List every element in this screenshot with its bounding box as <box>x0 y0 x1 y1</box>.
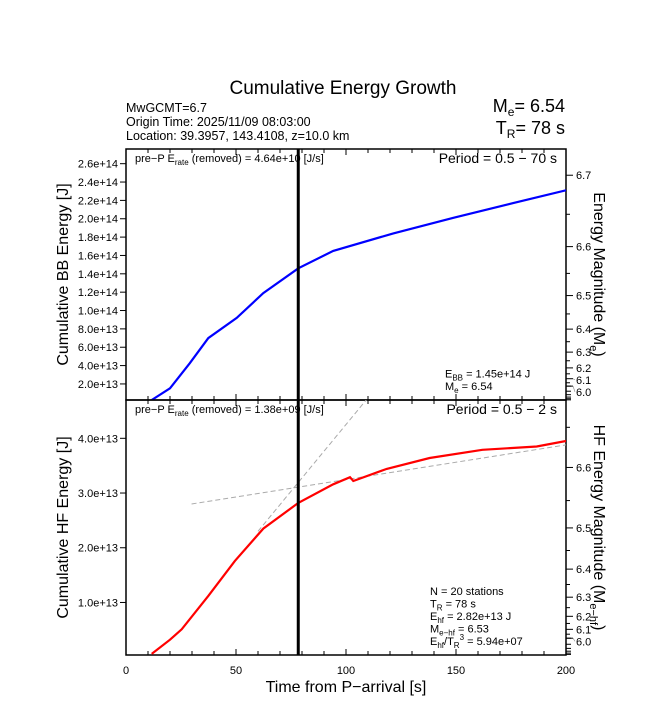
y-tick-label: 1.2e+14 <box>78 287 118 299</box>
y-tick-label: 2.6e+14 <box>78 159 118 171</box>
y-tick-label: 1.4e+14 <box>78 269 118 281</box>
y2-tick-label: 6.3 <box>576 347 591 359</box>
y2-tick-label: 6.1 <box>576 375 591 387</box>
fit-line <box>257 400 367 532</box>
x-tick-label: 50 <box>230 665 242 677</box>
x-tick-label: 100 <box>337 665 355 677</box>
y-tick-label: 4.0e+13 <box>78 361 118 373</box>
mw-text: MwGCMT=6.7 <box>126 101 207 115</box>
plot-frame <box>125 148 567 401</box>
y-tick-label: 2.0e+13 <box>78 543 118 555</box>
period-label: Period = 0.5 − 2 s <box>446 401 557 417</box>
y-axis-label: Cumulative HF Energy [J] <box>55 436 72 618</box>
y-tick-label: 4.0e+13 <box>78 433 118 445</box>
pre-p-rate-annotation: pre−P Erate (removed) = 4.64e+10 [J/s] <box>135 153 324 167</box>
stats-line: Ehf/TR3 = 5.94e+07 <box>430 633 523 650</box>
stats-line: Me = 6.54 <box>445 381 493 395</box>
y2-tick-label: 6.1 <box>576 624 591 636</box>
location-text: Location: 39.3957, 143.4108, z=10.0 km <box>126 129 349 143</box>
y-tick-label: 6.0e+13 <box>78 342 118 354</box>
y2-axis-label: HF Energy Magnitude (Me−hf) <box>587 425 607 631</box>
plot-area <box>151 400 566 655</box>
panel-broadband: 2.0e+13 4.0e+13 6.0e+13 8.0e+13 1.0e+14 1.2e+… <box>55 148 607 401</box>
y2-label-leader <box>572 638 576 642</box>
y2-tick-label: 6.2 <box>576 611 591 623</box>
y2-tick-label: 6.3 <box>576 592 591 604</box>
y2-tick-label: 6.0 <box>576 636 591 648</box>
y-tick-label: 1.0e+13 <box>78 597 118 609</box>
y2-label-leader <box>572 386 576 392</box>
stats-line: N = 20 stations <box>430 586 504 598</box>
y2-tick-label: 6.4 <box>576 324 591 336</box>
stats-line: Me−hf = 6.53 <box>430 624 489 638</box>
y2-tick-label: 6.6 <box>576 462 591 474</box>
y-tick-label: 8.0e+13 <box>78 324 118 336</box>
y2-tick-label: 6.0 <box>576 387 591 399</box>
stats-line: Ehf = 2.82e+13 J <box>430 611 511 625</box>
series-broadband <box>151 189 566 400</box>
x-tick-label: 200 <box>557 665 575 677</box>
panel-high-frequency: 1.0e+13 2.0e+13 3.0e+13 4.0e+13 6.6 6.5 6.4 6.3… <box>55 399 607 656</box>
y2-tick-label: 6.4 <box>576 564 591 576</box>
y-tick-label: 3.0e+13 <box>78 488 118 500</box>
x-tick-label: 150 <box>447 665 465 677</box>
y2-tick-label: 6.7 <box>576 170 591 182</box>
chart-title: Cumulative Energy Growth <box>229 78 456 99</box>
origin-time-text: Origin Time: 2025/11/09 08:03:00 <box>126 115 311 129</box>
pre-p-rate-annotation: pre−P Erate (removed) = 1.38e+09 [J/s] <box>135 404 324 418</box>
x-tick-label: 0 <box>123 665 129 677</box>
me-summary: Me= 6.54 <box>493 96 565 119</box>
y-axis-label: Cumulative BB Energy [J] <box>55 183 72 365</box>
y2-tick-label: 6.2 <box>576 363 591 375</box>
fit-line <box>191 444 566 505</box>
y2-label-leader <box>572 378 576 381</box>
y2-tick-label: 6.5 <box>576 291 591 303</box>
y-tick-label: 1.6e+14 <box>78 250 118 262</box>
y-tick-label: 1.8e+14 <box>78 232 118 244</box>
stats-line: EBB = 1.45e+14 J <box>445 369 530 383</box>
y-tick-label: 2.0e+13 <box>78 379 118 391</box>
y2-tick-label: 6.6 <box>576 242 591 254</box>
y-tick-label: 2.4e+14 <box>78 177 118 189</box>
period-label: Period = 0.5 − 70 s <box>439 150 557 166</box>
y-tick-label: 2.2e+14 <box>78 195 118 207</box>
stats-line: TR = 78 s <box>430 599 476 613</box>
x-axis-label: Time from P−arrival [s] <box>266 679 427 696</box>
y2-tick-label: 6.5 <box>576 523 591 535</box>
y2-axis-label: Energy Magnitude (Me) <box>587 192 607 356</box>
y-tick-label: 2.0e+14 <box>78 214 118 226</box>
y-tick-label: 1.0e+14 <box>78 306 118 318</box>
tr-summary: TR= 78 s <box>496 118 565 141</box>
